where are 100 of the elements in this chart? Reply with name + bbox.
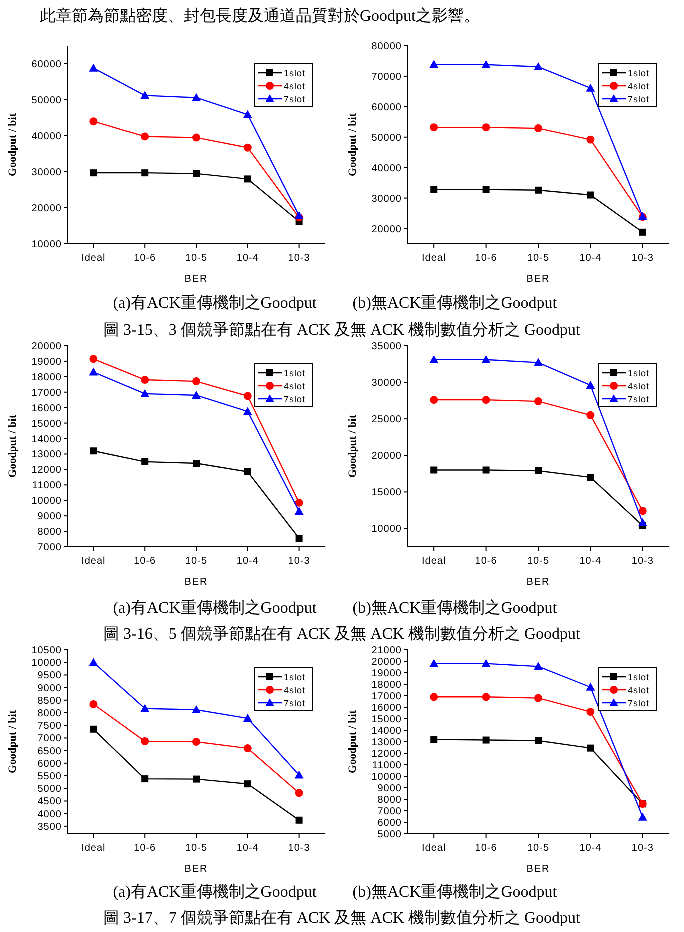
point xyxy=(296,816,303,824)
y-tick-label: 7000 xyxy=(38,542,62,554)
y-tick-label: 19000 xyxy=(32,356,62,368)
y-tick-label: 4500 xyxy=(38,796,62,808)
y-tick-label: 21000 xyxy=(372,646,402,656)
x-tick-label: 10-5 xyxy=(185,556,208,567)
point xyxy=(193,460,200,468)
point xyxy=(243,110,252,118)
point xyxy=(141,132,150,141)
legend-label: 7slot xyxy=(284,94,306,104)
point xyxy=(638,812,648,821)
point xyxy=(639,228,646,236)
y-tick-label: 40000 xyxy=(32,132,62,142)
y-tick-label: 5000 xyxy=(378,830,402,840)
point xyxy=(192,705,201,714)
x-tick-label: 10-3 xyxy=(288,556,310,567)
legend-label: 7slot xyxy=(628,394,650,404)
x-tick-label: 10-5 xyxy=(185,253,208,264)
y-tick-label: 10000 xyxy=(372,772,402,783)
y-tick-label: 10000 xyxy=(32,240,62,250)
x-tick-label: 10-3 xyxy=(288,843,310,854)
y-tick-label: 4000 xyxy=(38,809,62,820)
point xyxy=(244,468,252,476)
x-tick-label: 10-6 xyxy=(475,253,498,264)
point xyxy=(534,694,542,702)
point xyxy=(243,714,252,722)
x-tick-label: 10-6 xyxy=(134,843,156,854)
point xyxy=(90,700,98,708)
y-tick-label: 8500 xyxy=(38,696,62,707)
point xyxy=(586,84,596,92)
y-tick-label: 9500 xyxy=(38,670,62,682)
point xyxy=(90,448,98,455)
point xyxy=(430,186,438,194)
y-tick-label: 35000 xyxy=(372,342,402,352)
point xyxy=(296,534,303,542)
point xyxy=(294,770,304,779)
legend-label: 4slot xyxy=(628,382,650,392)
point xyxy=(482,466,490,474)
point xyxy=(192,390,201,399)
point xyxy=(244,144,252,152)
legend-label: 7slot xyxy=(628,94,650,104)
point xyxy=(482,355,491,364)
point xyxy=(482,186,490,194)
point xyxy=(534,398,542,406)
y-tick-label: 10000 xyxy=(372,524,402,536)
point xyxy=(294,506,304,515)
point xyxy=(90,726,98,733)
y-tick-label: 17000 xyxy=(32,388,62,399)
x-tick-label: 10-4 xyxy=(236,556,259,567)
point xyxy=(142,170,149,177)
point xyxy=(430,466,438,474)
point xyxy=(90,170,98,177)
y-tick-label: 20000 xyxy=(372,224,402,236)
x-tick-label: 10-5 xyxy=(527,253,550,264)
y-tick-label: 6000 xyxy=(38,758,62,770)
x-axis-title: BER xyxy=(526,274,550,285)
x-tick-label: Ideal xyxy=(422,843,446,854)
point xyxy=(140,91,150,100)
point xyxy=(535,467,542,474)
y-tick-label: 30000 xyxy=(32,168,62,178)
point xyxy=(243,407,252,416)
y-tick-label: 12000 xyxy=(32,465,62,476)
text: (b)無ACK重傳機制之Goodput xyxy=(352,294,558,314)
x-tick-label: 10-4 xyxy=(580,253,602,264)
y-tick-label: 6500 xyxy=(38,746,62,758)
y-tick-label: 16000 xyxy=(372,703,402,714)
x-axis-title: BER xyxy=(526,577,550,588)
point xyxy=(430,124,438,132)
y-tick-label: 14000 xyxy=(372,726,402,737)
y-tick-label: 60000 xyxy=(32,60,62,70)
y-tick-label: 15000 xyxy=(372,488,402,499)
point xyxy=(482,659,491,668)
point xyxy=(535,186,542,194)
point xyxy=(192,134,200,142)
y-tick-label: 7500 xyxy=(38,721,62,732)
point xyxy=(586,411,595,420)
y-tick-label: 6000 xyxy=(378,818,402,829)
y-tick-label: 60000 xyxy=(372,102,402,114)
x-axis-title: BER xyxy=(184,274,208,285)
point xyxy=(587,744,594,752)
point xyxy=(430,355,439,364)
legend-label: 4slot xyxy=(628,686,650,696)
y-tick-label: 5000 xyxy=(38,784,62,796)
point xyxy=(430,693,438,702)
point xyxy=(482,396,490,404)
point xyxy=(587,192,594,199)
y-axis-title: Goodput / bit xyxy=(347,414,359,478)
x-tick-label: 10-5 xyxy=(185,843,208,854)
point xyxy=(192,378,200,386)
y-tick-label: 15000 xyxy=(372,714,402,726)
y-tick-label: 13000 xyxy=(32,450,62,461)
point xyxy=(638,518,648,526)
y-axis-title: Goodput / bit xyxy=(347,113,359,176)
point xyxy=(430,659,439,668)
y-tick-label: 14000 xyxy=(32,434,62,446)
x-tick-label: 10-4 xyxy=(580,556,602,567)
y-tick-label: 50000 xyxy=(32,96,62,106)
y-tick-label: 19000 xyxy=(372,668,402,680)
legend-label: 4slot xyxy=(628,82,650,92)
point xyxy=(535,737,542,744)
